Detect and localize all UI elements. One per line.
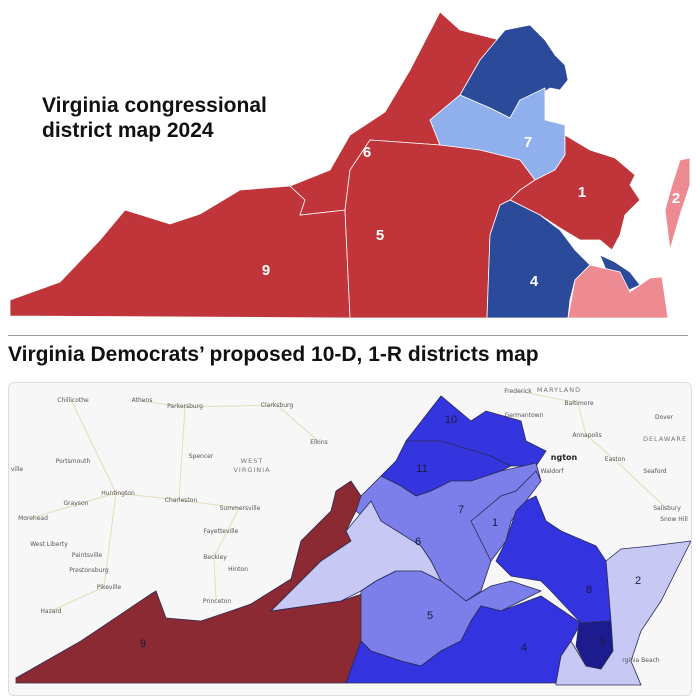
proposed-map-svg: Chillicothe Athens Parkersburg Clarksbur… [11,386,691,686]
place-label: Elkins [310,439,328,446]
place-label: Athens [132,397,153,404]
district-south-hampton-roads-top [567,264,669,319]
label-6-top: 6 [363,144,371,161]
top-title-line2: district map 2024 [42,119,214,142]
top-district-map: 6 7 1 2 5 9 4 [9,11,691,319]
place-label: Salisbury [653,505,681,512]
place-label: Snow Hill [660,516,688,523]
label-6: 6 [415,536,421,548]
place-label: Portsmouth [56,458,91,465]
place-label: MARYLAND [537,386,581,394]
place-label: Frederick [504,388,532,395]
background-roads [30,390,667,612]
district-8 [495,495,612,624]
place-label: Prestonsburg [69,567,109,574]
place-label: Chillicothe [57,397,89,404]
place-label: Waldorf [541,468,565,475]
place-label: Huntington [101,490,135,497]
place-label: rginia Beach [622,657,660,664]
bottom-map-title: Virginia Democrats’ proposed 10-D, 1-R d… [8,343,539,366]
label-3: 3 [599,636,605,648]
place-label: Hinton [228,566,248,573]
place-label: ville [11,466,24,473]
place-label: Charleston [165,497,198,504]
place-label: Princeton [203,598,231,605]
label-5-top: 5 [376,227,384,244]
place-label: Parkersburg [167,403,203,410]
place-label: Grayson [64,500,89,507]
label-8: 8 [586,584,592,596]
place-label: West Liberty [30,541,68,548]
label-7-top: 7 [524,134,532,151]
place-label: Morehead [18,515,48,522]
label-10: 10 [445,414,457,426]
divider [8,335,688,336]
label-11: 11 [416,463,427,475]
proposed-district-map[interactable]: Chillicothe Athens Parkersburg Clarksbur… [8,382,692,696]
label-5: 5 [427,610,433,622]
district-10 [405,395,547,467]
top-title-line1: Virginia congressional [42,94,267,117]
place-label: Fayetteville [204,528,239,535]
label-1-top: 1 [578,184,586,201]
district-1 [470,470,542,562]
place-label: VIRGINIA [233,466,270,474]
district-2-eastern-shore-top [664,157,691,251]
district-9-top [9,185,351,319]
place-label: Paintsville [72,552,103,559]
label-4-top: 4 [530,273,539,290]
place-label: Beckley [203,554,227,561]
label-4: 4 [521,642,527,654]
place-label: DELAWARE [643,435,687,443]
top-map-title: Virginia congressional district map 2024 [42,93,267,143]
label-1: 1 [492,517,498,529]
place-label: Clarksburg [261,402,294,409]
place-label: ngton [551,453,578,462]
place-label: WEST [241,457,264,465]
place-label: Dover [655,414,674,421]
background-place-labels: Chillicothe Athens Parkersburg Clarksbur… [11,386,688,615]
label-7: 7 [458,504,464,516]
place-label: Spencer [189,453,214,460]
place-label: Annapolis [572,432,601,439]
district-2 [555,540,691,686]
place-label: Baltimore [564,400,593,407]
place-label: Easton [605,456,626,463]
label-9-top: 9 [262,262,270,279]
place-label: Seaford [643,468,666,475]
place-label: Germantown [505,412,544,419]
place-label: Summersville [220,505,261,512]
place-label: Pikeville [97,584,122,591]
label-9: 9 [140,638,146,650]
label-2: 2 [635,575,641,587]
place-label: Hazard [40,608,61,615]
label-2-top: 2 [672,190,680,207]
